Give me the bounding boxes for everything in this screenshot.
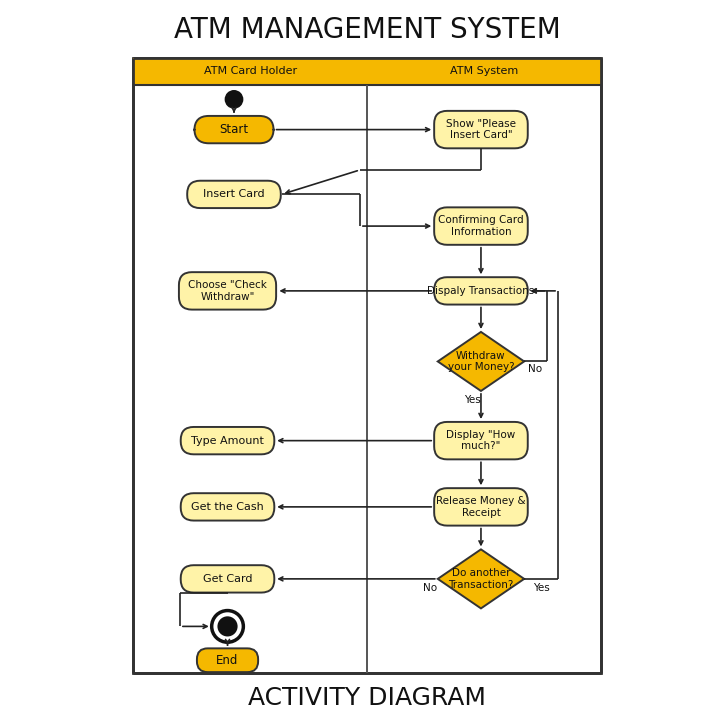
Text: No: No: [528, 364, 542, 374]
FancyBboxPatch shape: [434, 111, 528, 148]
Text: ATM System: ATM System: [450, 66, 518, 76]
Text: Release Money &
Receipt: Release Money & Receipt: [436, 496, 526, 518]
FancyBboxPatch shape: [434, 277, 528, 305]
FancyBboxPatch shape: [434, 488, 528, 526]
Bar: [133, 58, 601, 85]
Text: Choose "Check
Withdraw": Choose "Check Withdraw": [188, 280, 267, 302]
Text: Confirming Card
Information: Confirming Card Information: [438, 215, 523, 237]
Text: End: End: [216, 654, 239, 667]
FancyBboxPatch shape: [434, 422, 528, 459]
Bar: [133, 58, 601, 673]
Text: Show "Please
Insert Card": Show "Please Insert Card": [446, 119, 516, 140]
Text: Withdraw
your Money?: Withdraw your Money?: [448, 351, 514, 372]
Text: Yes: Yes: [464, 395, 481, 405]
FancyBboxPatch shape: [181, 493, 274, 521]
Text: Dispaly Transactions: Dispaly Transactions: [428, 286, 534, 296]
Text: ACTIVITY DIAGRAM: ACTIVITY DIAGRAM: [248, 686, 486, 711]
FancyBboxPatch shape: [194, 116, 274, 143]
Text: Display "How
much?": Display "How much?": [446, 430, 516, 451]
Text: Yes: Yes: [533, 582, 550, 593]
Text: Get Card: Get Card: [203, 574, 252, 584]
FancyBboxPatch shape: [179, 272, 276, 310]
Circle shape: [225, 90, 243, 109]
FancyBboxPatch shape: [181, 565, 274, 593]
Polygon shape: [438, 332, 524, 391]
Text: Type Amount: Type Amount: [191, 436, 264, 446]
Text: ATM Card Holder: ATM Card Holder: [204, 66, 297, 76]
Text: ATM MANAGEMENT SYSTEM: ATM MANAGEMENT SYSTEM: [174, 17, 561, 44]
FancyBboxPatch shape: [181, 427, 274, 454]
FancyBboxPatch shape: [197, 648, 258, 672]
Circle shape: [212, 611, 243, 642]
Text: Do another
Transaction?: Do another Transaction?: [449, 568, 513, 590]
Text: Insert Card: Insert Card: [203, 189, 265, 199]
Text: Start: Start: [220, 123, 248, 136]
Circle shape: [217, 616, 238, 636]
FancyBboxPatch shape: [434, 207, 528, 245]
FancyBboxPatch shape: [187, 181, 281, 208]
Text: No: No: [423, 582, 437, 593]
Polygon shape: [438, 549, 524, 608]
Text: Get the Cash: Get the Cash: [191, 502, 264, 512]
